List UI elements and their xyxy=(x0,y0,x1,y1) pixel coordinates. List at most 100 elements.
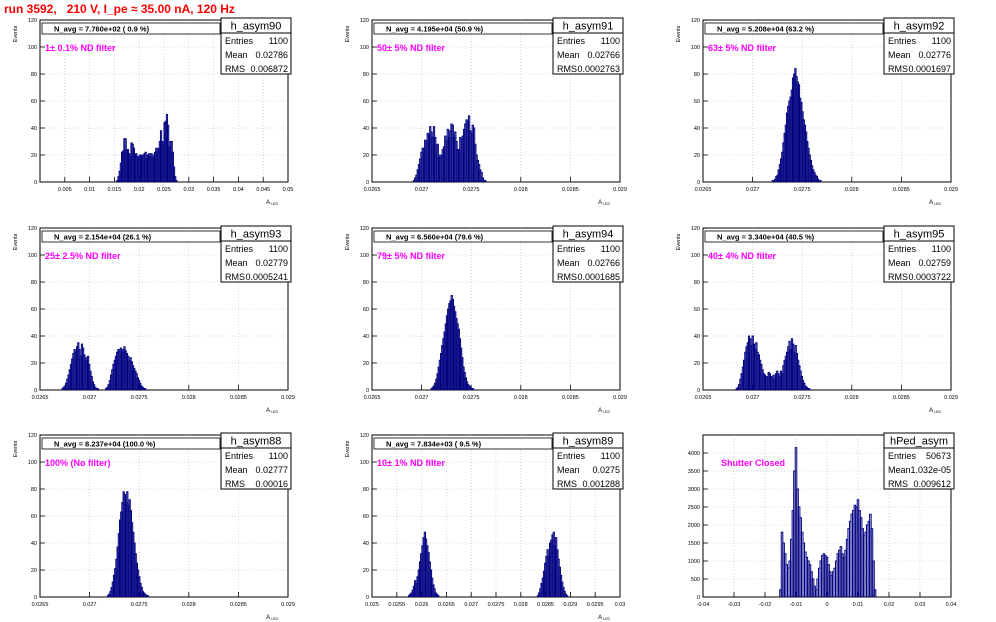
stats-mean-label: Mean xyxy=(557,258,580,268)
y-tick-label: 0 xyxy=(697,595,700,601)
filter-label: 50± 5% ND filter xyxy=(377,43,445,53)
y-axis-label: Events xyxy=(13,440,19,457)
histogram-bin xyxy=(146,595,149,597)
run-title: run 3592, 210 V, I_pe ≈ 35.00 nA, 120 Hz xyxy=(4,2,235,16)
y-tick-label: 80 xyxy=(31,72,37,78)
y-tick-label: 40 xyxy=(31,541,37,547)
x-tick-label: 0.03 xyxy=(615,602,626,608)
stats-entries-label: Entries xyxy=(225,451,254,461)
stats-entries-label: Entries xyxy=(557,244,586,254)
histogram-bin xyxy=(172,166,176,182)
navg-box xyxy=(704,230,884,243)
y-tick-label: 20 xyxy=(363,153,369,159)
x-tick-label: 0.005 xyxy=(58,187,72,193)
stats-entries-value: 1100 xyxy=(932,244,951,254)
x-tick-label: 0.025 xyxy=(157,187,171,193)
y-tick-label: 60 xyxy=(31,514,37,520)
histogram-bin xyxy=(96,388,99,390)
stats-title: h_asym88 xyxy=(231,436,282,448)
y-tick-label: 40 xyxy=(31,334,37,340)
x-tick-label: 0.029 xyxy=(564,602,578,608)
filter-label: 79± 5% ND filter xyxy=(377,251,445,261)
y-tick-label: 80 xyxy=(363,487,369,493)
y-tick-label: 4000 xyxy=(688,451,700,457)
x-tick-label: 0.0265 xyxy=(32,395,49,401)
y-tick-label: 60 xyxy=(363,514,369,520)
stats-entries-value: 1100 xyxy=(601,244,620,254)
x-tick-label: 0.0255 xyxy=(388,602,405,608)
stats-box xyxy=(552,225,624,283)
y-tick-label: 80 xyxy=(31,487,37,493)
y-tick-label: 2000 xyxy=(688,523,700,529)
x-tick-label: 0.028 xyxy=(845,187,859,193)
stats-mean-value: 0.02779 xyxy=(255,258,288,268)
stats-entries-value: 1100 xyxy=(601,451,620,461)
x-tick-label: 0.027 xyxy=(415,395,429,401)
x-tick-label: 0.015 xyxy=(108,187,122,193)
y-axis-label: Events xyxy=(676,25,682,42)
y-tick-label: 0 xyxy=(34,595,37,601)
y-tick-label: 40 xyxy=(31,126,37,132)
stats-entries-label: Entries xyxy=(557,36,586,46)
y-tick-label: 120 xyxy=(360,226,369,232)
x-tick-label: 0.029 xyxy=(281,395,295,401)
y-tick-label: 0 xyxy=(34,388,37,394)
y-tick-label: 100 xyxy=(691,45,700,51)
x-tick-label: 0.028 xyxy=(514,395,528,401)
x-tick-label: 0.026 xyxy=(415,602,429,608)
histogram-bin xyxy=(480,172,483,182)
histogram-bin xyxy=(437,595,440,597)
stats-rms-label: RMS xyxy=(888,272,908,282)
x-tick-label: -0.03 xyxy=(728,602,741,608)
stats-entries-label: Entries xyxy=(557,451,586,461)
navg-text: N_avg = 7.760e+02 ( 0.9 %) xyxy=(54,25,150,34)
y-tick-label: 3000 xyxy=(688,487,700,493)
navg-box xyxy=(373,22,553,35)
filter-label: 100% (No filter) xyxy=(45,458,111,468)
histogram-bin xyxy=(808,388,811,390)
y-tick-label: 60 xyxy=(694,99,700,105)
x-axis-label: ALED xyxy=(598,408,610,414)
navg-text: N_avg = 4.195e+04 (50.9 %) xyxy=(386,25,484,34)
x-tick-label: 0.027 xyxy=(464,602,478,608)
x-axis-label: ALED xyxy=(266,408,278,414)
histogram-bin xyxy=(174,176,177,182)
x-tick-label: 0.027 xyxy=(83,395,97,401)
x-tick-label: 0.04 xyxy=(233,187,244,193)
x-tick-label: 0.04 xyxy=(946,602,957,608)
y-tick-label: 80 xyxy=(694,280,700,286)
histogram-bin xyxy=(471,388,475,390)
y-axis-label: Events xyxy=(345,440,351,457)
navg-box xyxy=(41,230,221,243)
histogram-bin xyxy=(144,388,147,390)
y-tick-label: 2500 xyxy=(688,505,700,511)
stats-title: h_asym94 xyxy=(563,229,614,241)
stats-rms-value: 0.009612 xyxy=(913,479,951,489)
stats-box xyxy=(883,17,955,75)
y-axis-label: Events xyxy=(345,233,351,250)
stats-rms-value: 0.0001685 xyxy=(577,272,620,282)
navg-box xyxy=(373,230,553,243)
y-tick-label: 60 xyxy=(31,99,37,105)
stats-mean-value: 0.0275 xyxy=(592,465,620,475)
x-axis-label: ALED xyxy=(929,200,941,206)
x-tick-label: 0.0275 xyxy=(488,602,505,608)
stats-mean-value: 0.02766 xyxy=(587,50,620,60)
x-tick-label: 0.0285 xyxy=(562,395,579,401)
x-tick-label: 0.03 xyxy=(183,187,194,193)
stats-entries-label: Entries xyxy=(225,36,254,46)
y-tick-label: 120 xyxy=(28,18,37,24)
y-tick-label: 60 xyxy=(363,307,369,313)
stats-rms-value: 0.006872 xyxy=(250,64,288,74)
histogram-panel-h_asym88: 0.0265 0.027 0.0275 0.028 0.0285 0.029 0 20 40 60… xyxy=(13,432,295,621)
y-tick-label: 0 xyxy=(366,180,369,186)
stats-title: h_asym95 xyxy=(894,229,945,241)
histogram-panel-h_asym91: 0.0265 0.027 0.0275 0.028 0.0285 0.029 0 20 40 60… xyxy=(345,17,627,206)
y-tick-label: 40 xyxy=(694,126,700,132)
stats-rms-label: RMS xyxy=(225,479,245,489)
stats-box xyxy=(552,432,624,490)
y-tick-label: 500 xyxy=(691,577,700,583)
histogram-bin xyxy=(175,180,178,182)
y-tick-label: 60 xyxy=(363,99,369,105)
y-tick-label: 20 xyxy=(694,361,700,367)
